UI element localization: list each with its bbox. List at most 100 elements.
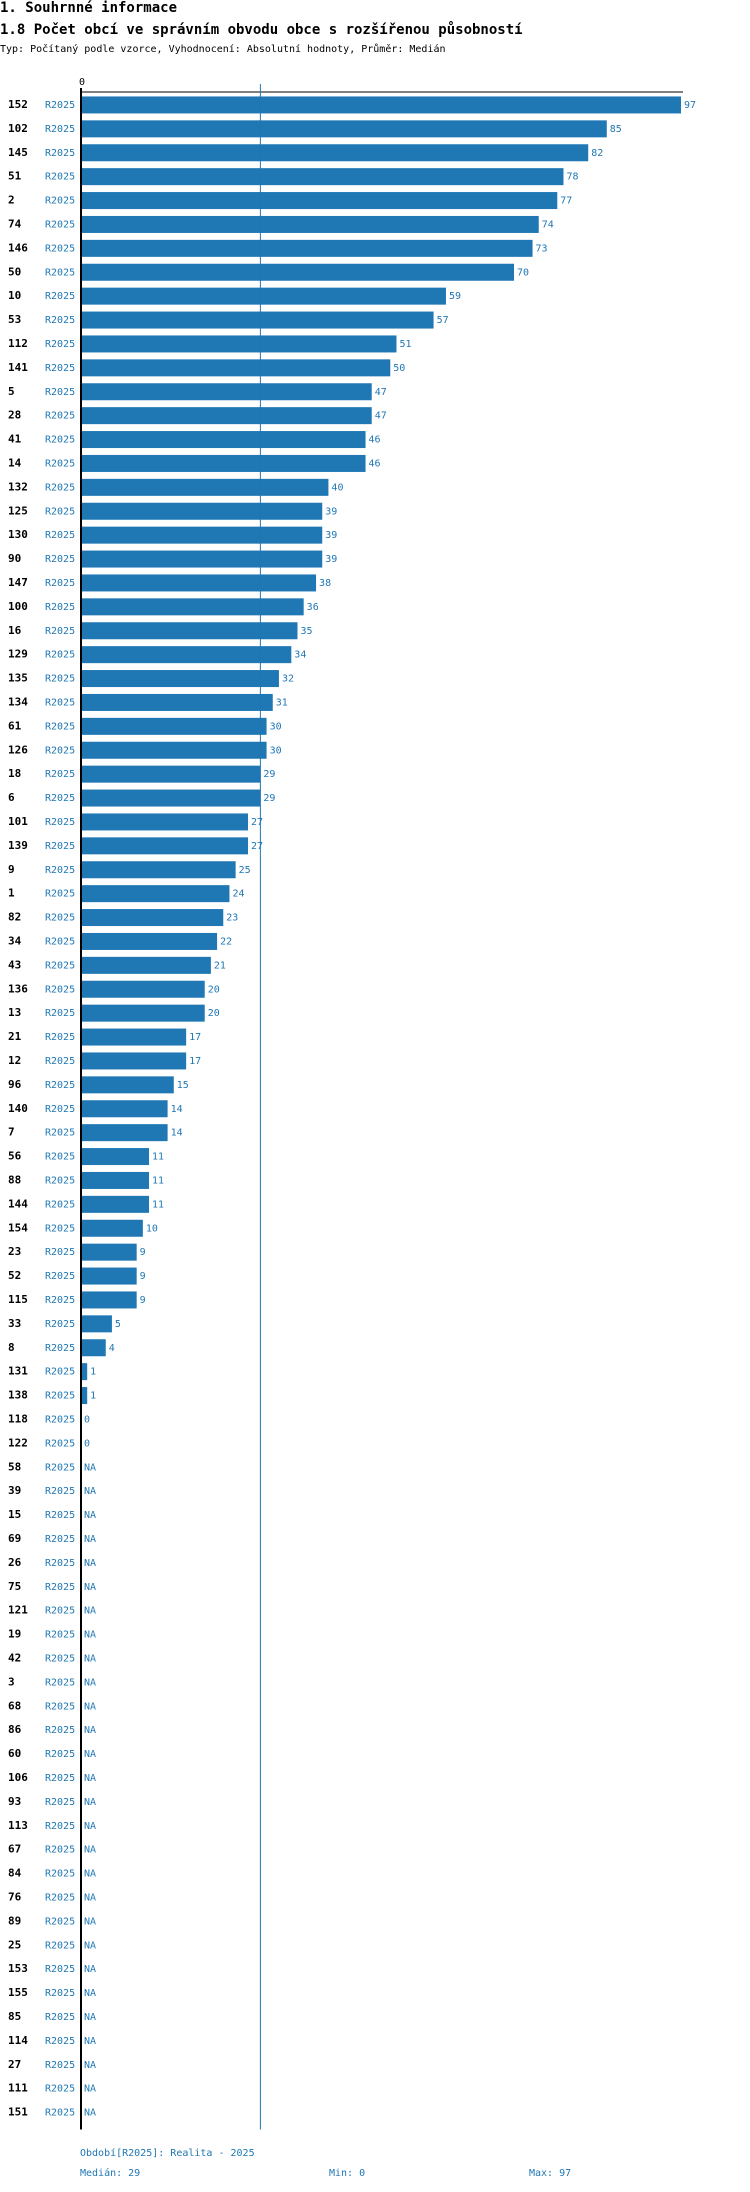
- series-label: R2025: [45, 769, 75, 780]
- bar: [81, 789, 261, 807]
- footer-min: Min: 0: [329, 2168, 366, 2179]
- value-label: 9: [140, 1247, 146, 1258]
- series-label: R2025: [45, 1104, 75, 1115]
- na-label: NA: [84, 2084, 96, 2095]
- series-label: R2025: [45, 1391, 75, 1402]
- bar: [81, 144, 589, 162]
- series-label: R2025: [45, 1462, 75, 1473]
- category-label: 26: [8, 1556, 22, 1569]
- category-label: 34: [8, 934, 22, 947]
- footer-max: Max: 97: [529, 2168, 572, 2179]
- bar: [81, 1339, 106, 1357]
- bar: [81, 526, 323, 544]
- series-label: R2025: [45, 1869, 75, 1880]
- na-label: NA: [84, 1988, 96, 1999]
- bar: [81, 1243, 137, 1261]
- series-label: R2025: [45, 1247, 75, 1258]
- category-label: 84: [8, 1867, 22, 1880]
- category-label: 67: [8, 1843, 21, 1856]
- category-label: 2: [8, 194, 15, 207]
- value-label: 70: [517, 267, 529, 278]
- series-label: R2025: [45, 1558, 75, 1569]
- series-label: R2025: [45, 1032, 75, 1043]
- value-label: 4: [109, 1343, 115, 1354]
- category-label: 14: [8, 456, 22, 469]
- category-label: 19: [8, 1628, 21, 1641]
- value-label: 10: [146, 1223, 158, 1234]
- bar: [81, 956, 211, 974]
- value-label: 35: [300, 626, 312, 637]
- na-label: NA: [84, 1606, 96, 1617]
- category-label: 90: [8, 552, 21, 565]
- bar: [81, 335, 397, 353]
- bar: [81, 550, 323, 568]
- series-label: R2025: [45, 387, 75, 398]
- bar: [81, 192, 558, 210]
- value-label: 11: [152, 1152, 164, 1163]
- series-label: R2025: [45, 1630, 75, 1641]
- series-label: R2025: [45, 1080, 75, 1091]
- bar: [81, 717, 267, 735]
- value-label: 17: [189, 1056, 201, 1067]
- category-label: 28: [8, 409, 21, 422]
- value-label: 39: [325, 530, 337, 541]
- category-label: 76: [8, 1890, 22, 1903]
- series-label: R2025: [45, 1725, 75, 1736]
- bar: [81, 1052, 187, 1070]
- na-label: NA: [84, 1964, 96, 1975]
- series-label: R2025: [45, 435, 75, 446]
- value-label: 0: [84, 1414, 90, 1425]
- series-label: R2025: [45, 1271, 75, 1282]
- series-label: R2025: [45, 841, 75, 852]
- series-label: R2025: [45, 889, 75, 900]
- category-label: 61: [8, 719, 22, 732]
- category-label: 25: [8, 1938, 21, 1951]
- bar: [81, 1004, 205, 1022]
- category-label: 115: [8, 1293, 28, 1306]
- category-label: 50: [8, 265, 21, 278]
- series-label: R2025: [45, 1199, 75, 1210]
- bar: [81, 215, 539, 233]
- na-label: NA: [84, 1892, 96, 1903]
- bar: [81, 765, 261, 783]
- value-label: 0: [84, 1438, 90, 1449]
- category-label: 112: [8, 337, 28, 350]
- category-label: 89: [8, 1914, 21, 1927]
- value-label: 39: [325, 506, 337, 517]
- category-label: 33: [8, 1317, 21, 1330]
- category-label: 43: [8, 958, 21, 971]
- category-label: 75: [8, 1580, 21, 1593]
- bar: [81, 1387, 88, 1405]
- series-label: R2025: [45, 554, 75, 565]
- chart-subtitle: Typ: Počítaný podle vzorce, Vyhodnocení:…: [0, 44, 446, 55]
- value-label: 38: [319, 578, 331, 589]
- series-label: R2025: [45, 1892, 75, 1903]
- category-label: 135: [8, 672, 28, 685]
- category-label: 58: [8, 1460, 21, 1473]
- value-label: 20: [208, 1008, 220, 1019]
- series-label: R2025: [45, 936, 75, 947]
- bar: [81, 1076, 174, 1094]
- value-label: 77: [560, 196, 572, 207]
- category-label: 6: [8, 791, 15, 804]
- category-label: 146: [8, 241, 28, 254]
- series-label: R2025: [45, 817, 75, 828]
- series-label: R2025: [45, 530, 75, 541]
- series-label: R2025: [45, 339, 75, 350]
- bar: [81, 813, 249, 831]
- series-label: R2025: [45, 363, 75, 374]
- series-label: R2025: [45, 1845, 75, 1856]
- series-label: R2025: [45, 1223, 75, 1234]
- category-label: 131: [8, 1365, 28, 1378]
- category-label: 138: [8, 1389, 28, 1402]
- bar: [81, 263, 514, 281]
- na-label: NA: [84, 1773, 96, 1784]
- bar: [81, 383, 372, 401]
- value-label: 14: [171, 1104, 183, 1115]
- section-title: 1. Souhrnné informace: [0, 0, 178, 16]
- series-label: R2025: [45, 721, 75, 732]
- series-label: R2025: [45, 196, 75, 207]
- value-label: 97: [684, 100, 696, 111]
- bar: [81, 239, 533, 257]
- bar: [81, 693, 273, 711]
